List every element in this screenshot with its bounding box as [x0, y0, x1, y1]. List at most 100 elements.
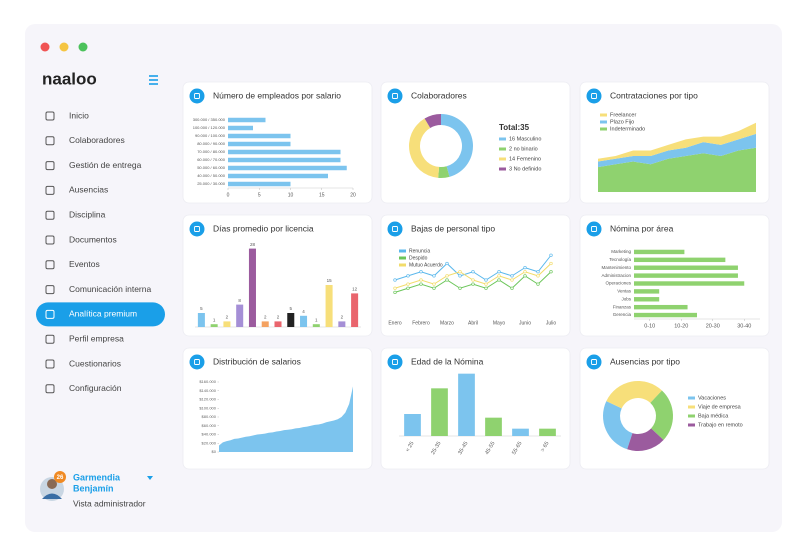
bar [351, 293, 359, 327]
legend-label: Freelancer [610, 112, 636, 118]
bar [512, 428, 529, 436]
window-minimize[interactable] [59, 42, 69, 52]
area [219, 386, 353, 452]
card-title: Edad de la Nómina [411, 356, 484, 366]
line-point [549, 253, 553, 257]
y-tick-label: $120.000 [199, 397, 216, 402]
donut-slice [627, 428, 664, 451]
donut-slice [650, 390, 673, 440]
legend-swatch [688, 396, 695, 400]
menu-item[interactable]: Inicio [69, 110, 89, 120]
card-icon-glyph [194, 226, 200, 232]
y-tick-label: 50.000 / 60.000 [197, 165, 226, 170]
bar [274, 321, 282, 327]
menu-item[interactable]: Documentos [69, 234, 117, 244]
donut-slice [424, 114, 441, 128]
area [598, 122, 756, 162]
x-tick-label: Enero [388, 320, 402, 326]
line-point [406, 274, 410, 278]
user-name: Garmendia [73, 472, 121, 482]
area [598, 147, 756, 192]
line-point [458, 286, 462, 290]
card-title: Nómina por área [610, 223, 674, 233]
line-point [523, 274, 527, 278]
menu-toggle[interactable] [149, 75, 158, 85]
bar [634, 265, 738, 270]
line-point [419, 282, 423, 286]
menu-item[interactable]: Gestión de entrega [69, 160, 142, 170]
x-tick-label: Abril [468, 320, 478, 326]
line-point [445, 261, 449, 266]
bar [210, 324, 218, 327]
badge-text: 26 [57, 475, 64, 481]
card-icon [586, 354, 602, 370]
card-title: Distribución de salarios [213, 356, 301, 366]
x-tick-label: 20 [350, 192, 356, 198]
menu-active [36, 302, 165, 327]
line-point [484, 286, 488, 290]
bar [287, 313, 295, 327]
x-tick-label: 0-10 [644, 323, 655, 329]
menu-item[interactable]: Ausencias [69, 185, 108, 195]
window-close[interactable] [40, 42, 50, 52]
y-tick-label: 40.000 / 50.000 [197, 173, 226, 178]
legend-swatch [600, 127, 607, 131]
line-point [471, 282, 475, 286]
bar [431, 388, 448, 436]
legend-label: 2 no binario [509, 146, 538, 152]
menu-item[interactable]: Disciplina [69, 209, 106, 219]
line-point [432, 274, 436, 278]
legend-label: Mutuo Acuerdo [409, 262, 443, 268]
menu-icon [45, 285, 55, 295]
menu-icon [45, 359, 55, 369]
legend-swatch [399, 249, 406, 253]
menu-icon [45, 111, 55, 121]
line-point [536, 282, 540, 286]
menu-icon [45, 210, 55, 220]
avatar-body [42, 493, 62, 499]
menu-icon [45, 384, 55, 394]
legend-swatch [499, 137, 506, 141]
menu-item[interactable]: Perfil empresa [69, 333, 124, 343]
legend-label: Vacaciones [698, 395, 726, 401]
menu-item[interactable]: Analítica premium [69, 309, 137, 319]
card-icon-glyph [392, 359, 398, 365]
user-dropdown[interactable] [147, 476, 153, 480]
data-label: 2 [277, 315, 280, 320]
y-tick-label: Jobs [621, 296, 631, 301]
menu-item[interactable]: Eventos [69, 259, 100, 269]
legend-label: Despido [409, 255, 428, 261]
y-tick-label: Gerencia [613, 312, 632, 317]
card-icon [586, 88, 602, 104]
line-point [458, 274, 462, 278]
y-tick-label: Tecnología [609, 257, 631, 262]
card [380, 214, 571, 337]
menu-item[interactable]: Configuración [69, 383, 122, 393]
donut-total: Total:35 [499, 123, 530, 132]
menu-item[interactable]: Colaboradores [69, 135, 125, 145]
bar [261, 321, 269, 327]
line-point [497, 270, 501, 274]
area [598, 133, 756, 168]
legend-label: Viaje de empresa [698, 404, 742, 410]
line-point [510, 278, 514, 282]
menu-item[interactable]: Comunicación interna [69, 284, 151, 294]
x-tick-label: 20-30 [706, 323, 720, 329]
bar [236, 304, 244, 327]
line-point [471, 270, 475, 274]
y-tick-label: 90.000 / 100.000 [195, 133, 226, 138]
bar [634, 312, 697, 318]
line-point [432, 282, 436, 286]
menu-icon [45, 260, 55, 270]
line-point [393, 278, 397, 282]
user-name: Benjamín [73, 483, 114, 493]
menu-item[interactable]: Cuestionarios [69, 358, 121, 368]
card-title: Días promedio por licencia [213, 223, 314, 233]
bar [312, 324, 320, 327]
card-title: Colaboradores [411, 90, 467, 100]
card-icon-glyph [392, 93, 398, 99]
line-point [471, 278, 475, 282]
window-maximize[interactable] [78, 42, 88, 52]
x-tick-label: Marzo [440, 320, 454, 326]
x-tick-label: 15 [319, 192, 325, 198]
